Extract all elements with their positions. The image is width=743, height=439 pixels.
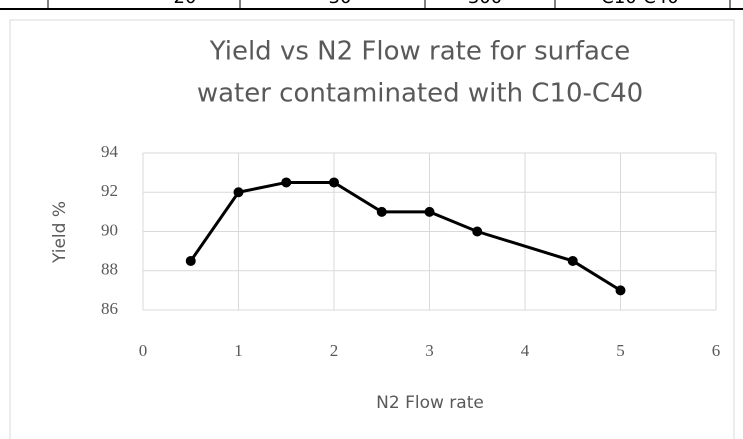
data-point: [567, 255, 578, 266]
table-cell: 300: [468, 0, 502, 8]
y-tick-label: 92: [101, 181, 118, 200]
x-tick-label: 5: [616, 341, 625, 360]
x-tick-label: 3: [425, 341, 434, 360]
x-tick-label: 2: [330, 341, 339, 360]
data-point: [472, 226, 483, 237]
x-tick-label: 0: [139, 341, 148, 360]
x-tick-label: 4: [521, 341, 530, 360]
data-line: [189, 180, 622, 292]
data-point: [424, 206, 435, 217]
x-axis-label: N2 Flow rate: [376, 393, 484, 413]
y-tick-label: 90: [101, 220, 118, 239]
chart-border: [9, 19, 735, 439]
y-tick-label: 86: [101, 299, 118, 318]
data-point: [185, 255, 196, 266]
chart-title: Yield vs N2 Flow rate for surface: [209, 37, 630, 67]
data-point: [615, 285, 626, 296]
y-tick-label: 94: [101, 142, 119, 161]
table-cell: 30: [329, 0, 352, 8]
data-point: [329, 177, 339, 188]
table-fragment: 20 30 300 C10-C40: [0, 0, 743, 10]
data-point: [281, 177, 292, 188]
x-tick-label: 6: [712, 341, 721, 360]
y-axis-label: Yield %: [50, 201, 70, 264]
chart-title: water contaminated with C10-C40: [197, 79, 643, 109]
data-point: [233, 187, 244, 198]
x-tick-label: 1: [234, 341, 243, 360]
table-cell: 20: [174, 0, 197, 8]
table-cell: C10-C40: [601, 0, 678, 8]
data-point: [376, 206, 387, 217]
y-tick-label: 88: [101, 260, 118, 279]
